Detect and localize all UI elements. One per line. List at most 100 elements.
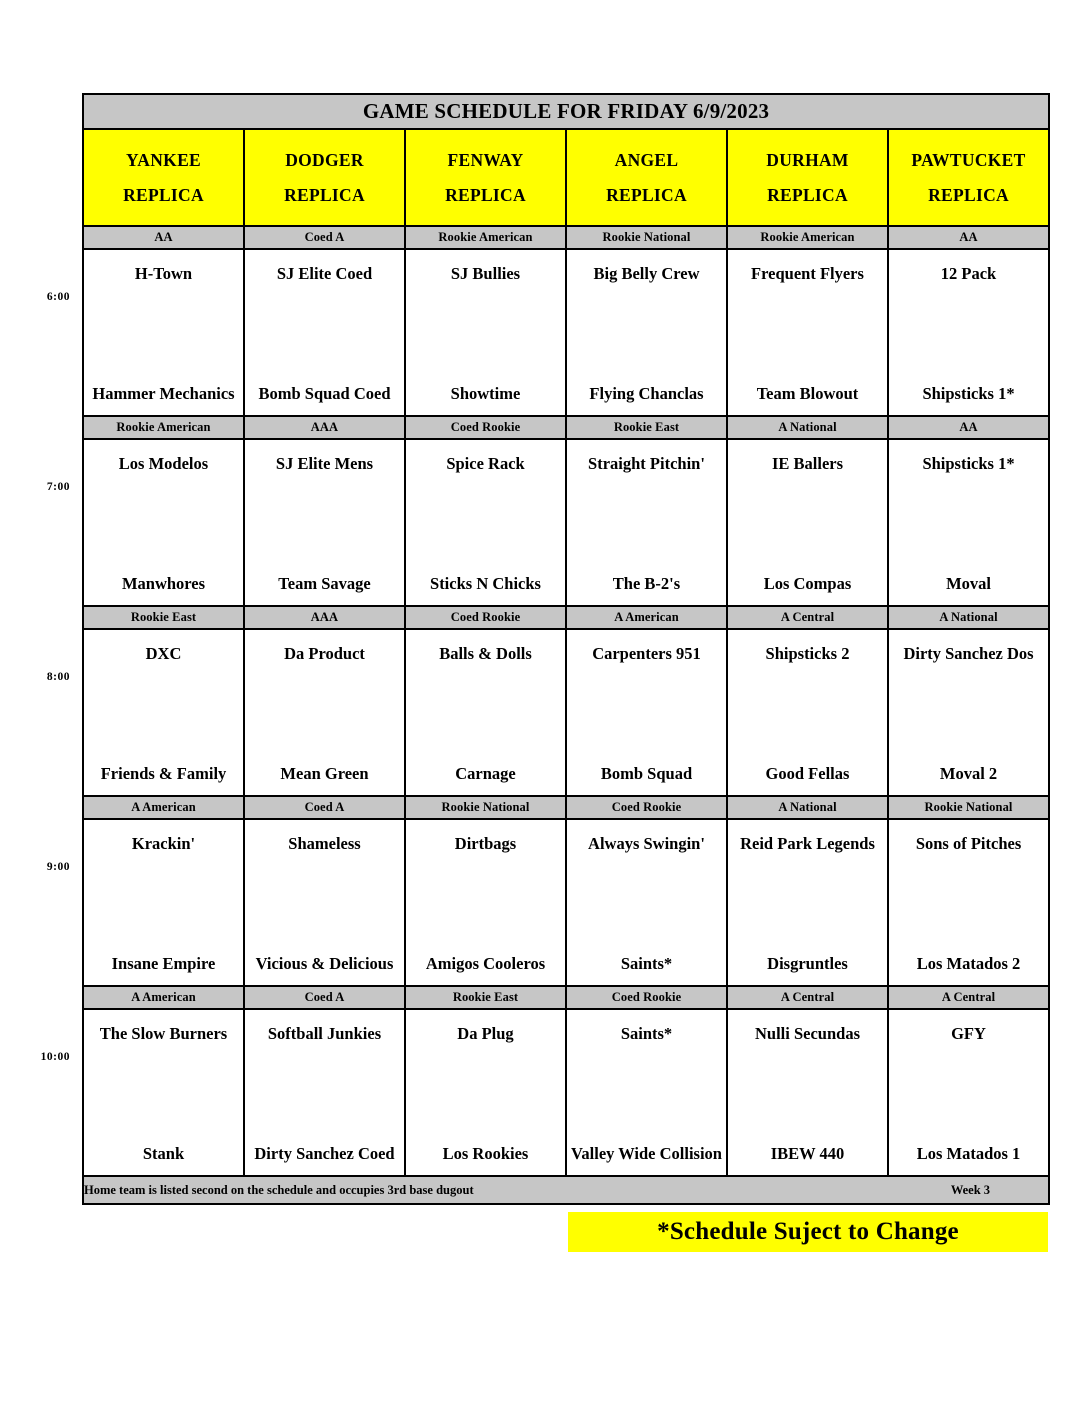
game-cell[interactable]: GFY Los Matados 1 bbox=[886, 1008, 1051, 1177]
game-cell[interactable]: Shameless Vicious & Delicious bbox=[243, 818, 406, 987]
field-name: FENWAY bbox=[447, 150, 524, 171]
game-cell[interactable]: Spice Rack Sticks N Chicks bbox=[404, 438, 567, 607]
game-cell[interactable]: IE Ballers Los Compas bbox=[726, 438, 889, 607]
game-cell[interactable]: Straight Pitchin' The B-2's bbox=[565, 438, 728, 607]
game-cell[interactable]: Reid Park Legends Disgruntles bbox=[726, 818, 889, 987]
matchup: Shipsticks 2 Good Fellas bbox=[728, 630, 887, 795]
game-cell[interactable]: Da Product Mean Green bbox=[243, 628, 406, 797]
division-row: A American Coed A Rookie East Coed Rookie A … bbox=[82, 985, 1051, 1010]
field-subname: REPLICA bbox=[767, 184, 848, 205]
game-cell[interactable]: Saints* Valley Wide Collision bbox=[565, 1008, 728, 1177]
home-team: Saints* bbox=[620, 953, 673, 973]
matchup: Dirty Sanchez Dos Moval 2 bbox=[889, 630, 1048, 795]
matchup: The Slow Burners Stank bbox=[84, 1010, 243, 1175]
away-team: Always Swingin' bbox=[588, 834, 705, 853]
away-team: Softball Junkies bbox=[267, 1024, 382, 1043]
game-cell[interactable]: Sons of Pitches Los Matados 2 bbox=[886, 818, 1051, 987]
division-label: Coed Rookie bbox=[565, 795, 728, 820]
time-label-10-00: 10:00 bbox=[40, 1051, 70, 1063]
away-team: Dirtbags bbox=[454, 834, 517, 853]
disclaimer-text: *Schedule Suject to Change bbox=[657, 1218, 959, 1245]
division-label: Coed Rookie bbox=[565, 985, 728, 1010]
game-cell[interactable]: SJ Elite Mens Team Savage bbox=[243, 438, 406, 607]
game-cell[interactable]: Big Belly Crew Flying Chanclas bbox=[565, 248, 728, 417]
home-team: Bomb Squad bbox=[600, 763, 693, 783]
away-team: The Slow Burners bbox=[99, 1024, 228, 1043]
division-label: Rookie American bbox=[82, 415, 245, 440]
division-label: Rookie American bbox=[404, 225, 567, 250]
away-team: Los Modelos bbox=[118, 454, 209, 473]
week-label: Week 3 bbox=[950, 1182, 991, 1197]
away-team: Balls & Dolls bbox=[439, 644, 532, 663]
games-row: H-Town Hammer Mechanics SJ Elite Coed Bomb … bbox=[82, 248, 1051, 417]
division-row: Rookie American AAA Coed Rookie Rookie East… bbox=[82, 415, 1051, 440]
home-team: Team Blowout bbox=[756, 383, 859, 403]
away-team: 12 Pack bbox=[940, 264, 997, 283]
game-cell[interactable]: Balls & Dolls Carnage bbox=[404, 628, 567, 797]
away-team: Shipsticks 2 bbox=[765, 644, 850, 663]
game-cell[interactable]: Shipsticks 1* Moval bbox=[886, 438, 1051, 607]
game-cell[interactable]: The Slow Burners Stank bbox=[82, 1008, 245, 1177]
footer-row: Home team is listed second on the schedu… bbox=[81, 1175, 1051, 1205]
games-row: Los Modelos Manwhores SJ Elite Mens Team Sa… bbox=[82, 438, 1051, 607]
away-team: Spice Rack bbox=[446, 454, 525, 473]
matchup: Da Product Mean Green bbox=[245, 630, 404, 795]
game-cell[interactable]: Frequent Flyers Team Blowout bbox=[726, 248, 889, 417]
game-cell[interactable]: Dirty Sanchez Dos Moval 2 bbox=[886, 628, 1051, 797]
game-cell[interactable]: Carpenters 951 Bomb Squad bbox=[565, 628, 728, 797]
division-label: Coed A bbox=[243, 985, 406, 1010]
away-team: Nulli Secundas bbox=[755, 1024, 860, 1043]
division-label: A National bbox=[886, 605, 1051, 630]
home-team: Los Matados 1 bbox=[916, 1143, 1021, 1163]
division-row: AA Coed A Rookie American Rookie National Ro… bbox=[82, 225, 1051, 250]
game-cell[interactable]: Dirtbags Amigos Cooleros bbox=[404, 818, 567, 987]
game-cell[interactable]: 12 Pack Shipsticks 1* bbox=[886, 248, 1051, 417]
division-row: Rookie East AAA Coed Rookie A American A Cen… bbox=[82, 605, 1051, 630]
away-team: Sons of Pitches bbox=[915, 834, 1022, 853]
game-cell[interactable]: Always Swingin' Saints* bbox=[565, 818, 728, 987]
home-team: Los Matados 2 bbox=[916, 953, 1021, 973]
home-team: Shipsticks 1* bbox=[922, 383, 1015, 403]
home-team: Mean Green bbox=[280, 763, 369, 783]
game-cell[interactable]: Los Modelos Manwhores bbox=[82, 438, 245, 607]
matchup: Always Swingin' Saints* bbox=[567, 820, 726, 985]
game-cell[interactable]: DXC Friends & Family bbox=[82, 628, 245, 797]
field-name: PAWTUCKET bbox=[911, 150, 1026, 171]
division-label: A American bbox=[82, 985, 245, 1010]
away-team: Frequent Flyers bbox=[751, 264, 864, 283]
game-cell[interactable]: Da Plug Los Rookies bbox=[404, 1008, 567, 1177]
time-label-9-00: 9:00 bbox=[46, 861, 70, 873]
footer-note-cell: Home team is listed second on the schedu… bbox=[81, 1175, 1051, 1205]
away-team: Da Product bbox=[284, 644, 365, 663]
division-label: Coed Rookie bbox=[404, 415, 567, 440]
game-cell[interactable]: Nulli Secundas IBEW 440 bbox=[726, 1008, 889, 1177]
division-label: Rookie National bbox=[886, 795, 1051, 820]
matchup: Sons of Pitches Los Matados 2 bbox=[889, 820, 1048, 985]
game-cell[interactable]: Krackin' Insane Empire bbox=[82, 818, 245, 987]
division-row: A American Coed A Rookie National Coed Rook… bbox=[82, 795, 1051, 820]
title-row: GAME SCHEDULE FOR FRIDAY 6/9/2023 bbox=[81, 93, 1051, 130]
game-cell[interactable]: Softball Junkies Dirty Sanchez Coed bbox=[243, 1008, 406, 1177]
game-cell[interactable]: SJ Bullies Showtime bbox=[404, 248, 567, 417]
game-cell[interactable]: H-Town Hammer Mechanics bbox=[82, 248, 245, 417]
games-row: Krackin' Insane Empire Shameless Vicious & … bbox=[82, 818, 1051, 987]
division-label: Coed A bbox=[243, 225, 406, 250]
matchup: Reid Park Legends Disgruntles bbox=[728, 820, 887, 985]
division-label: A Central bbox=[726, 605, 889, 630]
away-team: Krackin' bbox=[131, 834, 196, 853]
time-label-7-00: 7:00 bbox=[46, 481, 70, 493]
home-team: Los Compas bbox=[763, 573, 852, 593]
schedule-body: GAME SCHEDULE FOR FRIDAY 6/9/2023 YANKEE R… bbox=[81, 93, 1051, 1205]
division-label: Rookie National bbox=[404, 795, 567, 820]
game-cell[interactable]: SJ Elite Coed Bomb Squad Coed bbox=[243, 248, 406, 417]
division-label: A Central bbox=[726, 985, 889, 1010]
time-label-6-00: 6:00 bbox=[46, 291, 70, 303]
field-header-angel: ANGEL REPLICA bbox=[565, 128, 728, 227]
matchup: Frequent Flyers Team Blowout bbox=[728, 250, 887, 415]
matchup: Big Belly Crew Flying Chanclas bbox=[567, 250, 726, 415]
field-subname: REPLICA bbox=[284, 184, 365, 205]
away-team: Big Belly Crew bbox=[593, 264, 700, 283]
game-cell[interactable]: Shipsticks 2 Good Fellas bbox=[726, 628, 889, 797]
home-team: Friends & Family bbox=[100, 763, 227, 783]
